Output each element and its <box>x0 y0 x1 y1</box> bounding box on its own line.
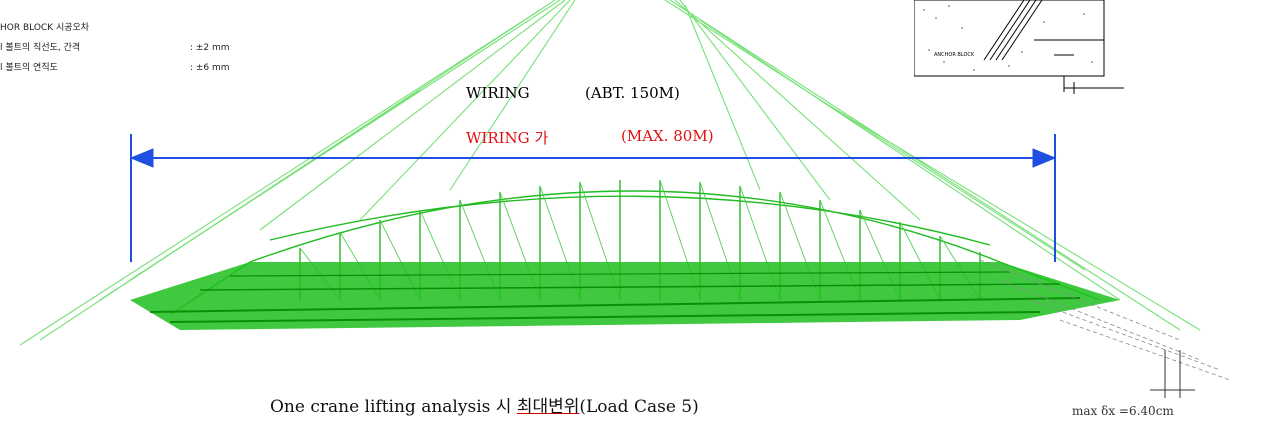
notes-row-2-label: l 볼트의 연직도 <box>0 58 190 78</box>
inset-drawing <box>914 0 1124 94</box>
dimension-arrow-left <box>129 148 154 168</box>
caption-highlight: 최대변위 <box>516 397 580 417</box>
anchor-block-label: ANCHOR BLOCK <box>934 52 975 58</box>
deck-mesh <box>130 262 1120 330</box>
notes-row-1-value: : ±2 mm <box>190 43 230 53</box>
tolerance-notes: HOR BLOCK 시공오차 l 볼트의 직선도, 간격 : ±2 mm l 볼… <box>0 18 230 78</box>
notes-row-2: l 볼트의 연직도 : ±6 mm <box>0 58 230 78</box>
caption-suffix: (Load Case 5) <box>579 397 699 417</box>
wiring-max-label: (MAX. 80M) <box>621 127 714 145</box>
notes-title: HOR BLOCK 시공오차 <box>0 23 90 33</box>
right-cables <box>664 0 1201 331</box>
wiring-ga-label: WIRING 가 <box>466 129 549 147</box>
span-dimension <box>129 134 1057 262</box>
caption-main: One crane lifting analysis 시 <box>270 397 512 417</box>
max-displacement-text: max δx =6.40cm <box>1072 404 1174 418</box>
wiring-abt-label: (ABT. 150M) <box>585 84 680 102</box>
notes-row-1-label: l 볼트의 직선도, 간격 <box>0 43 81 53</box>
left-cables <box>19 0 576 346</box>
figure-caption: One crane lifting analysis 시 최대변위(Load C… <box>270 392 699 417</box>
notes-row-2-value: : ±6 mm <box>190 63 230 73</box>
displaced-shape <box>979 259 1231 381</box>
anchor-block-inset: ANCHOR BLOCK <box>914 0 1124 96</box>
notes-row-2-label-text: l 볼트의 연직도 <box>0 63 58 73</box>
displacement-marker <box>1150 350 1195 398</box>
notes-row-1: l 볼트의 직선도, 간격 : ±2 mm <box>0 38 230 58</box>
dimension-arrow-right <box>1032 148 1057 168</box>
wiring-label: WIRING <box>466 84 530 102</box>
